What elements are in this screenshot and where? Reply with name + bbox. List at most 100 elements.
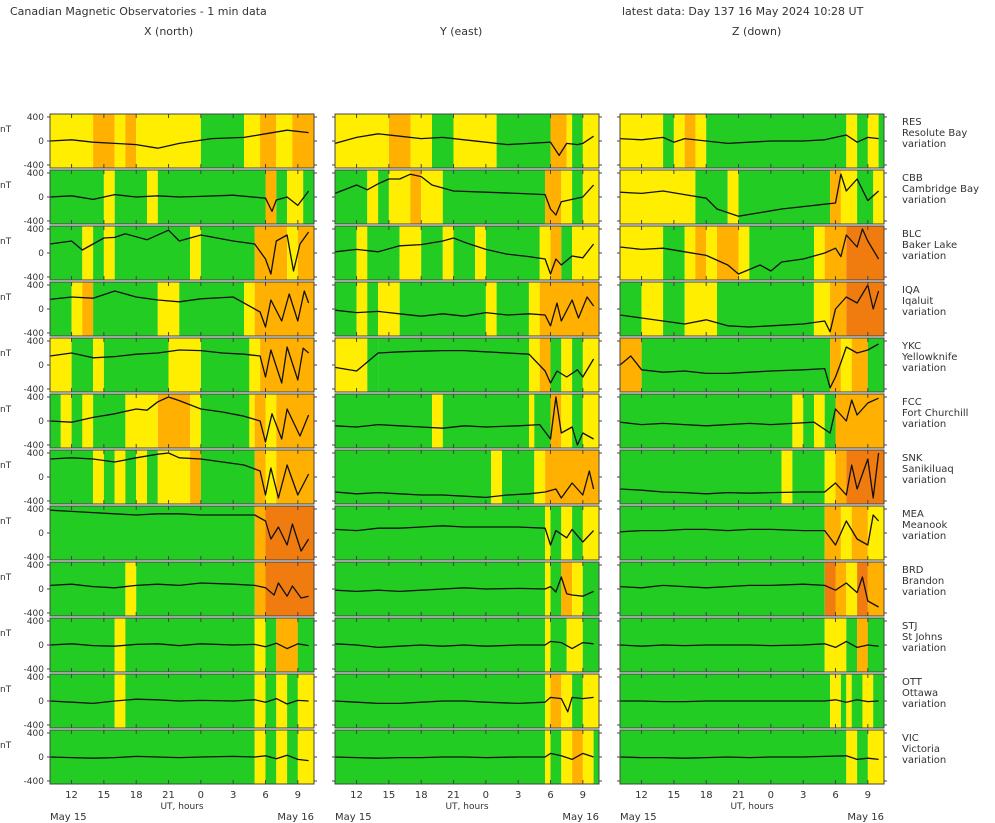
y-unit-label: nT bbox=[0, 405, 12, 415]
station-code-fcc: FCC bbox=[902, 397, 922, 408]
activity-band-unsettled bbox=[147, 170, 158, 224]
activity-band-unsettled bbox=[410, 114, 432, 168]
activity-band-active bbox=[260, 114, 277, 168]
y-tick-label: -400 bbox=[24, 217, 45, 227]
trace-snk-0 bbox=[49, 452, 310, 499]
activity-band-unsettled bbox=[840, 506, 852, 560]
activity-band-active bbox=[550, 114, 567, 168]
activity-band-quiet bbox=[367, 338, 379, 392]
activity-band-quiet bbox=[738, 170, 831, 224]
y-unit-label: nT bbox=[0, 685, 12, 695]
activity-band-active bbox=[830, 170, 841, 224]
station-name-stj: St Johns bbox=[902, 632, 942, 643]
station-variation-label: variation bbox=[902, 195, 946, 206]
activity-band-active bbox=[539, 282, 599, 336]
activity-band-active bbox=[93, 114, 115, 168]
trace-fcc-1 bbox=[334, 396, 594, 446]
activity-band-unsettled bbox=[491, 450, 502, 504]
trace-snk-2 bbox=[619, 452, 880, 499]
activity-band-quiet bbox=[335, 282, 357, 336]
trace-iqa-1 bbox=[334, 296, 595, 327]
station-variation-label: variation bbox=[902, 643, 946, 654]
activity-band-quiet bbox=[93, 394, 126, 448]
y-tick-label: -400 bbox=[24, 609, 45, 619]
activity-band-unsettled bbox=[249, 394, 255, 448]
activity-band-unsettled bbox=[287, 170, 304, 224]
activity-band-quiet bbox=[572, 506, 583, 560]
x-tick-label: 6 bbox=[832, 790, 838, 801]
activity-band-unsettled bbox=[114, 618, 126, 672]
station-name-ykc: Yellowknife bbox=[901, 352, 957, 363]
activity-band-unsettled bbox=[545, 618, 551, 672]
y-tick-label: 0 bbox=[38, 585, 44, 595]
trace-cbb-0 bbox=[49, 190, 310, 213]
activity-band-unsettled bbox=[545, 506, 551, 560]
activity-band-unsettled bbox=[620, 226, 664, 280]
activity-band-active bbox=[824, 226, 847, 280]
activity-band-quiet bbox=[335, 170, 368, 224]
activity-band-unsettled bbox=[561, 506, 573, 560]
x-tick-label: 18 bbox=[130, 790, 143, 801]
trace-ott-1 bbox=[334, 696, 594, 713]
activity-band-active bbox=[292, 114, 314, 168]
x-tick-label: 0 bbox=[768, 790, 774, 801]
station-variation-label: variation bbox=[902, 363, 946, 374]
x-tick-label: 9 bbox=[865, 790, 871, 801]
y-unit-label: nT bbox=[0, 349, 12, 359]
activity-band-unsettled bbox=[830, 674, 841, 728]
activity-band-quiet bbox=[641, 338, 831, 392]
trace-mea-2 bbox=[619, 514, 880, 546]
activity-band-quiet bbox=[857, 114, 868, 168]
trace-cbb-1 bbox=[334, 173, 595, 216]
y-tick-label: 0 bbox=[38, 641, 44, 651]
trace-ott-0 bbox=[49, 697, 309, 705]
trace-stj-1 bbox=[334, 640, 594, 650]
activity-band-active bbox=[539, 338, 551, 392]
activity-band-quiet bbox=[738, 282, 814, 336]
activity-band-unsettled bbox=[620, 114, 664, 168]
y-tick-label: -400 bbox=[24, 385, 45, 395]
activity-band-unsettled bbox=[545, 562, 551, 616]
activity-band-quiet bbox=[620, 450, 782, 504]
activity-band-unsettled bbox=[442, 226, 454, 280]
activity-band-unsettled bbox=[620, 170, 696, 224]
activity-band-unsettled bbox=[103, 170, 115, 224]
activity-band-quiet bbox=[620, 562, 825, 616]
activity-band-unsettled bbox=[824, 450, 836, 504]
activity-band-quiet bbox=[335, 506, 546, 560]
activity-band-unsettled bbox=[50, 338, 72, 392]
activity-band-quiet bbox=[287, 674, 298, 728]
y-tick-label: 400 bbox=[27, 169, 44, 179]
activity-band-quiet bbox=[93, 226, 104, 280]
activity-band-unsettled bbox=[582, 114, 599, 168]
y-tick-label: 400 bbox=[27, 561, 44, 571]
activity-band-unsettled bbox=[114, 450, 126, 504]
x-tick-label: 15 bbox=[383, 790, 396, 801]
activity-band-unsettled bbox=[421, 170, 443, 224]
station-name-mea: Meanook bbox=[902, 520, 947, 531]
trace-stj-2 bbox=[619, 640, 879, 649]
activity-band-unsettled bbox=[539, 226, 551, 280]
activity-band-quiet bbox=[803, 394, 814, 448]
activity-band-unsettled bbox=[873, 170, 884, 224]
activity-band-active bbox=[830, 282, 847, 336]
activity-band-quiet bbox=[71, 338, 94, 392]
activity-band-active bbox=[190, 450, 201, 504]
trace-mea-0 bbox=[49, 509, 310, 552]
activity-band-unsettled bbox=[297, 730, 314, 784]
y-tick-label: 400 bbox=[27, 673, 44, 683]
activity-band-unsettled bbox=[136, 114, 201, 168]
activity-band-active bbox=[545, 170, 562, 224]
trace-iqa-0 bbox=[49, 290, 310, 328]
activity-band-unsettled bbox=[846, 562, 858, 616]
y-tick-label: 0 bbox=[38, 249, 44, 259]
trace-res-1 bbox=[334, 133, 594, 157]
y-unit-label: nT bbox=[0, 517, 12, 527]
activity-band-unsettled bbox=[738, 226, 750, 280]
activity-band-active bbox=[835, 394, 884, 448]
station-code-cbb: CBB bbox=[902, 173, 923, 184]
activity-band-unsettled bbox=[561, 394, 573, 448]
activity-band-active bbox=[157, 394, 191, 448]
y-tick-label: 400 bbox=[27, 393, 44, 403]
y-tick-label: -400 bbox=[24, 721, 45, 731]
